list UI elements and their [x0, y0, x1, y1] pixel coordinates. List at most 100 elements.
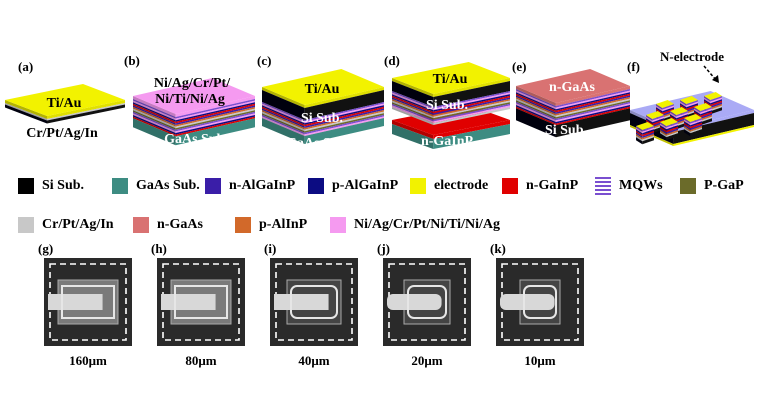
layer-side: [710, 99, 722, 105]
layer-side: [690, 121, 702, 127]
layer-side: [262, 102, 305, 122]
layer-side: [433, 92, 510, 111]
legend-swatch: [235, 217, 251, 233]
layer-side: [392, 92, 434, 111]
layer-side: [662, 105, 674, 112]
layer-side: [47, 100, 125, 119]
layer-side: [133, 105, 176, 125]
legend-swatch-stripe: [595, 189, 611, 191]
layer-side: [175, 107, 255, 127]
layer-side: [262, 105, 305, 125]
layer-side: [133, 111, 176, 132]
layer-side: [700, 108, 712, 115]
legend-label: p-AlInP: [259, 217, 308, 232]
layer-side: [392, 95, 434, 114]
layer-side: [133, 113, 176, 133]
layer-side: [636, 132, 643, 138]
layer-side: [262, 113, 305, 133]
layer-side: [133, 99, 176, 119]
layer-side: [666, 133, 678, 141]
layer-side: [433, 97, 510, 115]
layer-side: [175, 118, 255, 146]
layer-side: [680, 103, 687, 109]
layer-side: [700, 115, 712, 121]
layer-side: [656, 104, 663, 110]
layer-side: [133, 100, 176, 121]
layer-side: [433, 105, 510, 123]
layer-label: Cr/Pt/Ag/In: [26, 126, 98, 141]
legend-label: p-AlGaInP: [332, 178, 399, 193]
layer-side: [262, 103, 305, 124]
layer-top: [656, 100, 674, 108]
layer-side: [555, 95, 630, 114]
sem-images: (g) 160μm (h) 80μm (i) 40μm (j) 20μm (k) 10μm: [38, 241, 584, 368]
layer-label: Si Sub.: [545, 123, 587, 138]
layer-side: [555, 89, 630, 108]
legend-swatch: [205, 178, 221, 194]
sem-electrode: [48, 294, 103, 310]
layer-side: [666, 125, 678, 131]
layer-side: [433, 95, 510, 114]
layer-side: [175, 105, 255, 125]
layer-side: [175, 115, 255, 135]
layer-top: [684, 114, 702, 122]
layer-side: [555, 93, 630, 113]
layer-side: [175, 110, 255, 130]
layer-side: [690, 119, 702, 126]
layer-side: [670, 111, 677, 117]
layer-side: [433, 107, 510, 125]
layer-side: [642, 134, 654, 140]
layer-side: [392, 120, 434, 139]
layer-side: [133, 107, 176, 127]
layer-side: [555, 103, 630, 122]
layer-side: [555, 108, 630, 138]
layer-side: [652, 118, 664, 124]
panel-label: (a): [18, 59, 33, 74]
legend-swatch: [308, 178, 324, 194]
layer-top: [516, 69, 630, 103]
legend-swatch-stripe: [595, 193, 611, 195]
layer-side: [392, 94, 434, 112]
sem-electrode-pad: [523, 285, 557, 319]
layer-side: [636, 129, 643, 135]
layer-side: [304, 106, 384, 127]
layer-side: [676, 111, 688, 117]
layer-side: [656, 107, 663, 113]
sem-label: (j): [377, 241, 390, 256]
layer-top: [704, 92, 722, 100]
legend-label: n-GaInP: [526, 178, 579, 193]
layer-side: [656, 105, 663, 112]
panel-label: (c): [257, 53, 271, 68]
legend-label: electrode: [434, 178, 488, 193]
layer-side: [652, 116, 664, 123]
layer-side: [694, 108, 701, 115]
layer-side: [133, 96, 176, 117]
layer-side: [636, 126, 643, 132]
layer-side: [555, 100, 630, 119]
layer-side: [516, 105, 556, 124]
sem-electrode: [274, 294, 329, 310]
layer-side: [642, 126, 654, 132]
layer-side: [660, 133, 667, 141]
legend-swatch: [18, 217, 34, 233]
sem-label: (g): [38, 241, 53, 256]
layer-side: [304, 105, 384, 125]
layer-side: [690, 126, 702, 132]
legend-swatch-stripe: [595, 181, 611, 183]
legend-swatch-stripe: [595, 185, 611, 187]
layer-label: Si Sub.: [301, 111, 343, 126]
layer-side: [686, 101, 698, 108]
layer-side: [670, 114, 677, 120]
layer-side: [690, 122, 702, 129]
layer-side: [642, 135, 654, 142]
layer-side: [392, 97, 434, 115]
layer-side: [555, 105, 630, 124]
layer-side: [516, 108, 556, 138]
layer-side: [175, 108, 255, 129]
layer-side: [304, 118, 384, 144]
layer-side: [433, 124, 510, 149]
sem-electrode-pad: [61, 285, 115, 319]
layer-side: [666, 122, 678, 128]
layer-side: [662, 104, 674, 110]
layer-side: [133, 103, 176, 124]
